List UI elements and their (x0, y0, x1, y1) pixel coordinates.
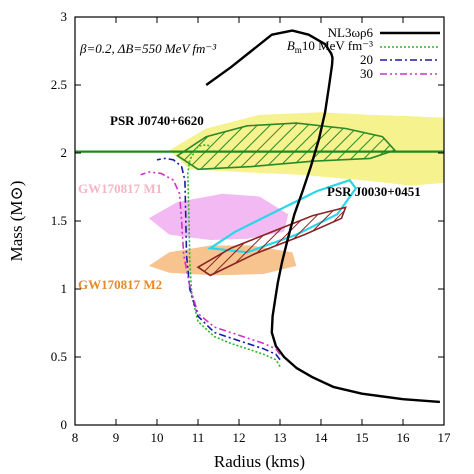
legend: NL3ωρ6 Bm10 MeV fm⁻³ 20 30 (287, 25, 440, 81)
x-tick-label: 17 (438, 430, 452, 445)
region-label-psr-j0740: PSR J0740+6620 (110, 113, 204, 128)
y-tick-label: 2 (61, 145, 68, 160)
x-tick-label: 12 (233, 430, 246, 445)
x-tick-label: 13 (274, 430, 287, 445)
x-tick-label: 14 (315, 430, 329, 445)
region-psr-j0030-0451-contour (196, 206, 347, 277)
legend-label-20: 20 (360, 52, 373, 67)
region-gw170817-m1 (148, 193, 289, 240)
series-line-nl3 (205, 29, 440, 404)
parameter-annotation: β=0.2, ΔB=550 MeV fm⁻³ (79, 41, 217, 56)
x-tick-label: 16 (397, 430, 411, 445)
y-tick-label: 0.5 (51, 349, 67, 364)
legend-label-nl3: NL3ωρ6 (328, 25, 374, 40)
x-tick-label: 10 (151, 430, 164, 445)
legend-b-subscript: m (295, 45, 302, 55)
y-axis-label: Mass (M⊙) (7, 181, 26, 262)
y-tick-label: 3 (61, 9, 68, 24)
legend-label-30: 30 (360, 66, 373, 81)
region-psr-j0740-6620-contour (176, 122, 397, 171)
y-tick-label: 1.5 (51, 213, 67, 228)
y-tick-label: 2.5 (51, 77, 67, 92)
legend-label-10-text: 10 MeV fm⁻³ (302, 38, 373, 53)
region-label-gw170817-m2: GW170817 M2 (78, 277, 162, 292)
series-line-30 (140, 171, 281, 355)
series-line-20 (156, 157, 281, 361)
x-tick-label: 9 (113, 430, 120, 445)
x-axis-label: Radius (kms) (214, 452, 305, 471)
x-tick-label: 8 (72, 430, 79, 445)
legend-b-symbol: B (287, 38, 295, 53)
x-tick-label: 11 (192, 430, 205, 445)
region-label-gw170817-m1: GW170817 M1 (78, 181, 162, 196)
x-tick-label: 15 (356, 430, 369, 445)
region-label-psr-j0030: PSR J0030+0451 (327, 184, 421, 199)
y-tick-label: 1 (61, 281, 68, 296)
legend-label-10: Bm10 MeV fm⁻³ (287, 38, 373, 55)
y-tick-label: 0 (61, 417, 68, 432)
